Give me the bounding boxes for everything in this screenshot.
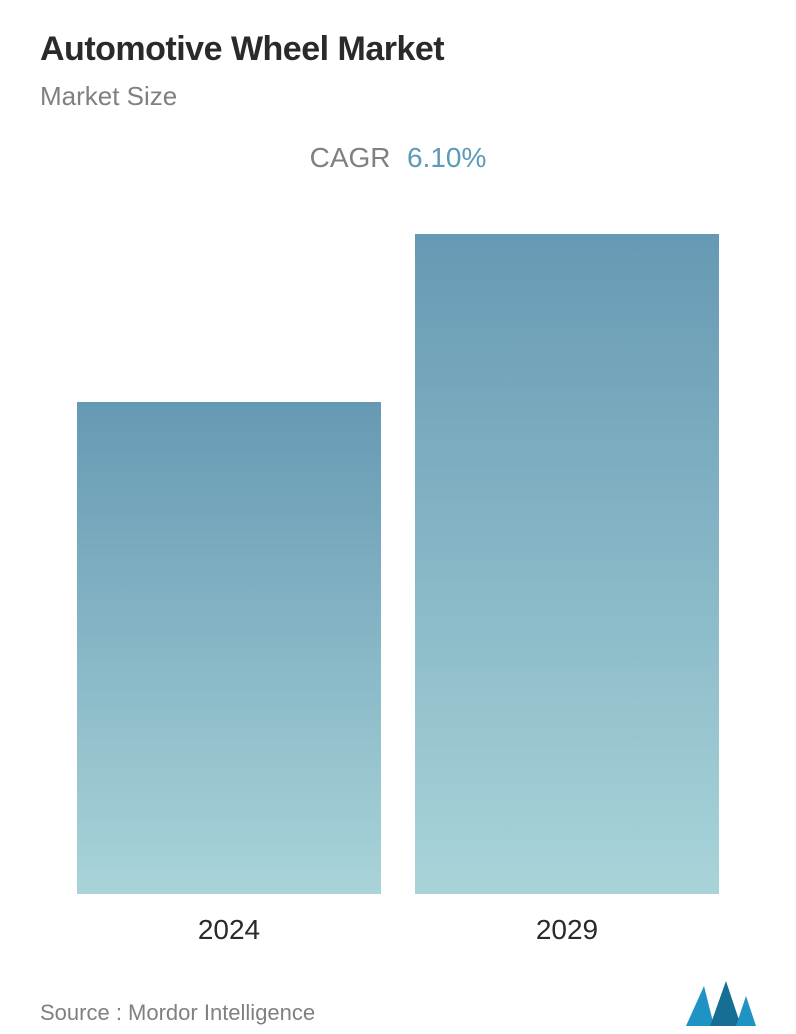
page-title: Automotive Wheel Market [40, 30, 756, 69]
bar [77, 402, 381, 894]
bar-group: 2029 [415, 234, 719, 946]
bar-xlabel: 2029 [536, 914, 598, 946]
chart-area: 2024 2029 [40, 234, 756, 946]
cagr-value: 6.10% [407, 142, 486, 173]
chart-container: Automotive Wheel Market Market Size CAGR… [0, 0, 796, 1034]
bar-group: 2024 [77, 402, 381, 946]
source-label: Source : Mordor Intelligence [40, 1000, 315, 1026]
bar [415, 234, 719, 894]
cagr-row: CAGR 6.10% [40, 142, 756, 174]
footer: Source : Mordor Intelligence [40, 961, 756, 1026]
cagr-label: CAGR [310, 142, 391, 173]
bar-xlabel: 2024 [198, 914, 260, 946]
mordor-logo-icon [686, 981, 756, 1026]
page-subtitle: Market Size [40, 81, 756, 112]
